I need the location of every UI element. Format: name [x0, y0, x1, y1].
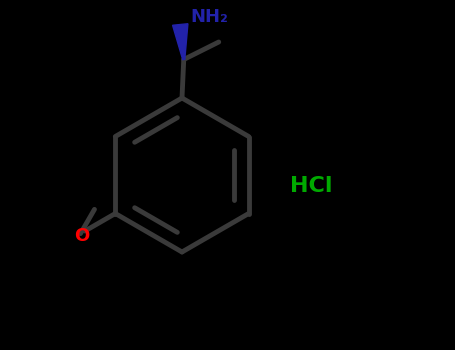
Text: NH₂: NH₂ [191, 8, 228, 27]
Text: HCl: HCl [290, 175, 333, 196]
Polygon shape [172, 24, 188, 60]
Text: O: O [74, 227, 89, 245]
